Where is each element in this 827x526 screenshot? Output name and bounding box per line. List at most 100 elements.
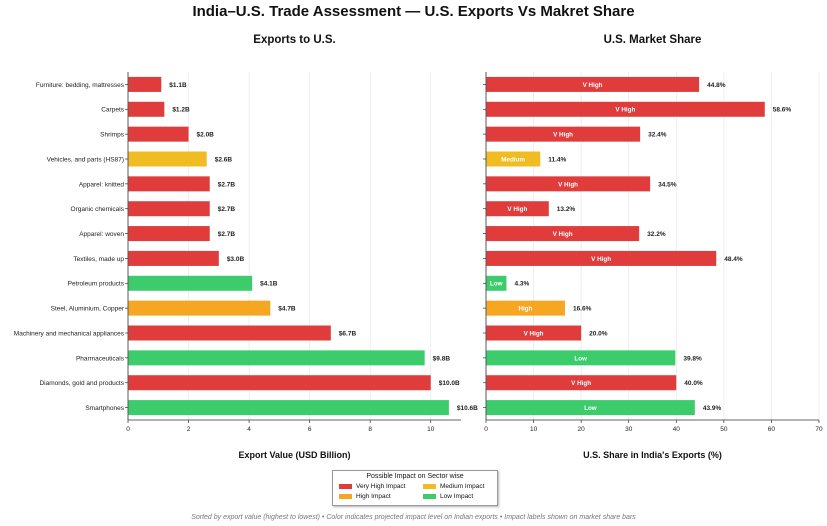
legend-swatch	[339, 483, 352, 489]
share-data-label: 13.2%	[557, 206, 576, 213]
exports-bar	[128, 300, 271, 316]
exports-bar	[128, 201, 210, 217]
legend-swatch	[423, 493, 436, 499]
legend-title: Possible Impact on Sector wise	[366, 473, 464, 480]
share-bar	[486, 226, 640, 242]
share-x-tick-label: 70	[815, 426, 823, 433]
category-label: Smartphones	[85, 405, 124, 412]
share-x-tick-label: 60	[768, 426, 776, 433]
exports-data-label: $4.7B	[278, 306, 296, 313]
category-label: Textiles, made up	[73, 256, 124, 263]
share-data-label: 32.4%	[648, 132, 667, 139]
exports-bar	[128, 176, 210, 192]
exports-bar	[128, 226, 210, 242]
legend-item-low: Low Impact	[423, 493, 473, 500]
share-data-label: 40.0%	[684, 380, 703, 387]
impact-bar-label: V High	[558, 181, 578, 188]
share-data-label: 4.3%	[514, 281, 529, 288]
category-label: Apparel: knitted	[79, 181, 125, 188]
category-label: Vehicles, and parts (HS87)	[47, 156, 124, 163]
exports-bar	[128, 400, 449, 416]
legend-item-medium: Medium Impact	[423, 483, 484, 490]
exports-x-tick-label: 6	[308, 426, 312, 433]
exports-data-label: $9.8B	[433, 355, 451, 362]
exports-bar	[128, 325, 331, 341]
exports-x-tick-label: 4	[247, 426, 251, 433]
share-data-label: 20.0%	[589, 330, 608, 337]
impact-bar-label: V High	[615, 107, 635, 114]
impact-bar-label: V High	[591, 256, 611, 263]
category-label: Diamonds, gold and products	[39, 380, 124, 387]
chart-title: India–U.S. Trade Assessment — U.S. Expor…	[192, 3, 635, 20]
left-x-axis-label: Export Value (USD Billion)	[238, 450, 351, 460]
category-label: Steel, Aluminium, Copper	[51, 306, 125, 313]
share-bar	[486, 250, 717, 266]
legend: Possible Impact on Sector wise Very High…	[332, 470, 498, 506]
share-data-label: 58.6%	[773, 107, 792, 114]
impact-bar-label: Low	[584, 405, 597, 412]
impact-bar-label: V High	[553, 132, 573, 139]
share-bar	[486, 375, 677, 391]
exports-data-label: $2.7B	[218, 206, 236, 213]
legend-label: Low Impact	[440, 493, 474, 500]
exports-x-tick-label: 10	[427, 426, 435, 433]
share-bar	[486, 300, 565, 316]
exports-bar	[128, 375, 431, 391]
share-bar	[486, 350, 676, 366]
category-label: Shrimps	[100, 132, 125, 139]
right-chart-title: U.S. Market Share	[603, 34, 702, 46]
exports-bar	[128, 126, 189, 142]
exports-data-label: $2.6B	[215, 156, 233, 163]
impact-bar-label: High	[518, 306, 532, 313]
impact-bar-label: V High	[524, 330, 544, 337]
share-bar	[486, 151, 541, 167]
share-x-tick-label: 0	[484, 426, 488, 433]
exports-bar	[128, 76, 162, 92]
share-data-label: 34.5%	[658, 181, 677, 188]
share-bar	[486, 275, 507, 291]
exports-data-label: $4.1B	[260, 281, 278, 288]
share-bar	[486, 201, 549, 217]
share-x-tick-label: 10	[530, 426, 538, 433]
impact-bar-label: V High	[507, 206, 527, 213]
exports-data-label: $6.7B	[339, 330, 357, 337]
legend-label: Very High Impact	[356, 483, 406, 490]
exports-data-label: $10.0B	[439, 380, 460, 387]
share-data-label: 48.4%	[724, 256, 743, 263]
share-data-label: 43.9%	[703, 405, 722, 412]
share-data-label: 16.6%	[573, 306, 592, 313]
footer-note: Sorted by export value (highest to lowes…	[191, 514, 636, 521]
left-chart-title: Exports to U.S.	[253, 34, 336, 46]
impact-bar-label: Low	[490, 281, 503, 288]
exports-bar	[128, 275, 253, 291]
exports-bar	[128, 151, 207, 167]
category-label: Machinery and mechanical appliances	[14, 330, 125, 337]
exports-data-label: $3.0B	[227, 256, 245, 263]
impact-bar-label: V High	[583, 82, 603, 89]
exports-data-label: $2.0B	[197, 132, 215, 139]
impact-bar-label: Low	[574, 355, 587, 362]
exports-data-label: $10.6B	[457, 405, 478, 412]
share-data-label: 44.8%	[707, 82, 726, 89]
legend-swatch	[423, 483, 436, 489]
impact-bar-label: V High	[553, 231, 573, 238]
share-bar	[486, 101, 765, 117]
legend-item-high: High Impact	[339, 493, 391, 500]
exports-bar	[128, 350, 425, 366]
share-x-tick-label: 50	[720, 426, 728, 433]
exports-data-label: $2.7B	[218, 231, 236, 238]
category-label: Petroleum products	[68, 281, 125, 288]
legend-item-very-high: Very High Impact	[339, 483, 406, 490]
legend-label: Medium Impact	[440, 483, 485, 490]
category-label: Organic chemicals	[71, 206, 125, 213]
share-bar	[486, 325, 582, 341]
share-x-tick-label: 30	[625, 426, 633, 433]
impact-bar-label: V High	[571, 380, 591, 387]
category-label: Apparel: woven	[79, 231, 124, 238]
legend-swatch	[339, 493, 352, 499]
category-label: Furniture: bedding, mattresses	[36, 82, 125, 89]
category-label: Pharmaceuticals	[76, 355, 125, 362]
right-x-axis-label: U.S. Share in India's Exports (%)	[583, 450, 722, 460]
share-bar	[486, 400, 695, 416]
